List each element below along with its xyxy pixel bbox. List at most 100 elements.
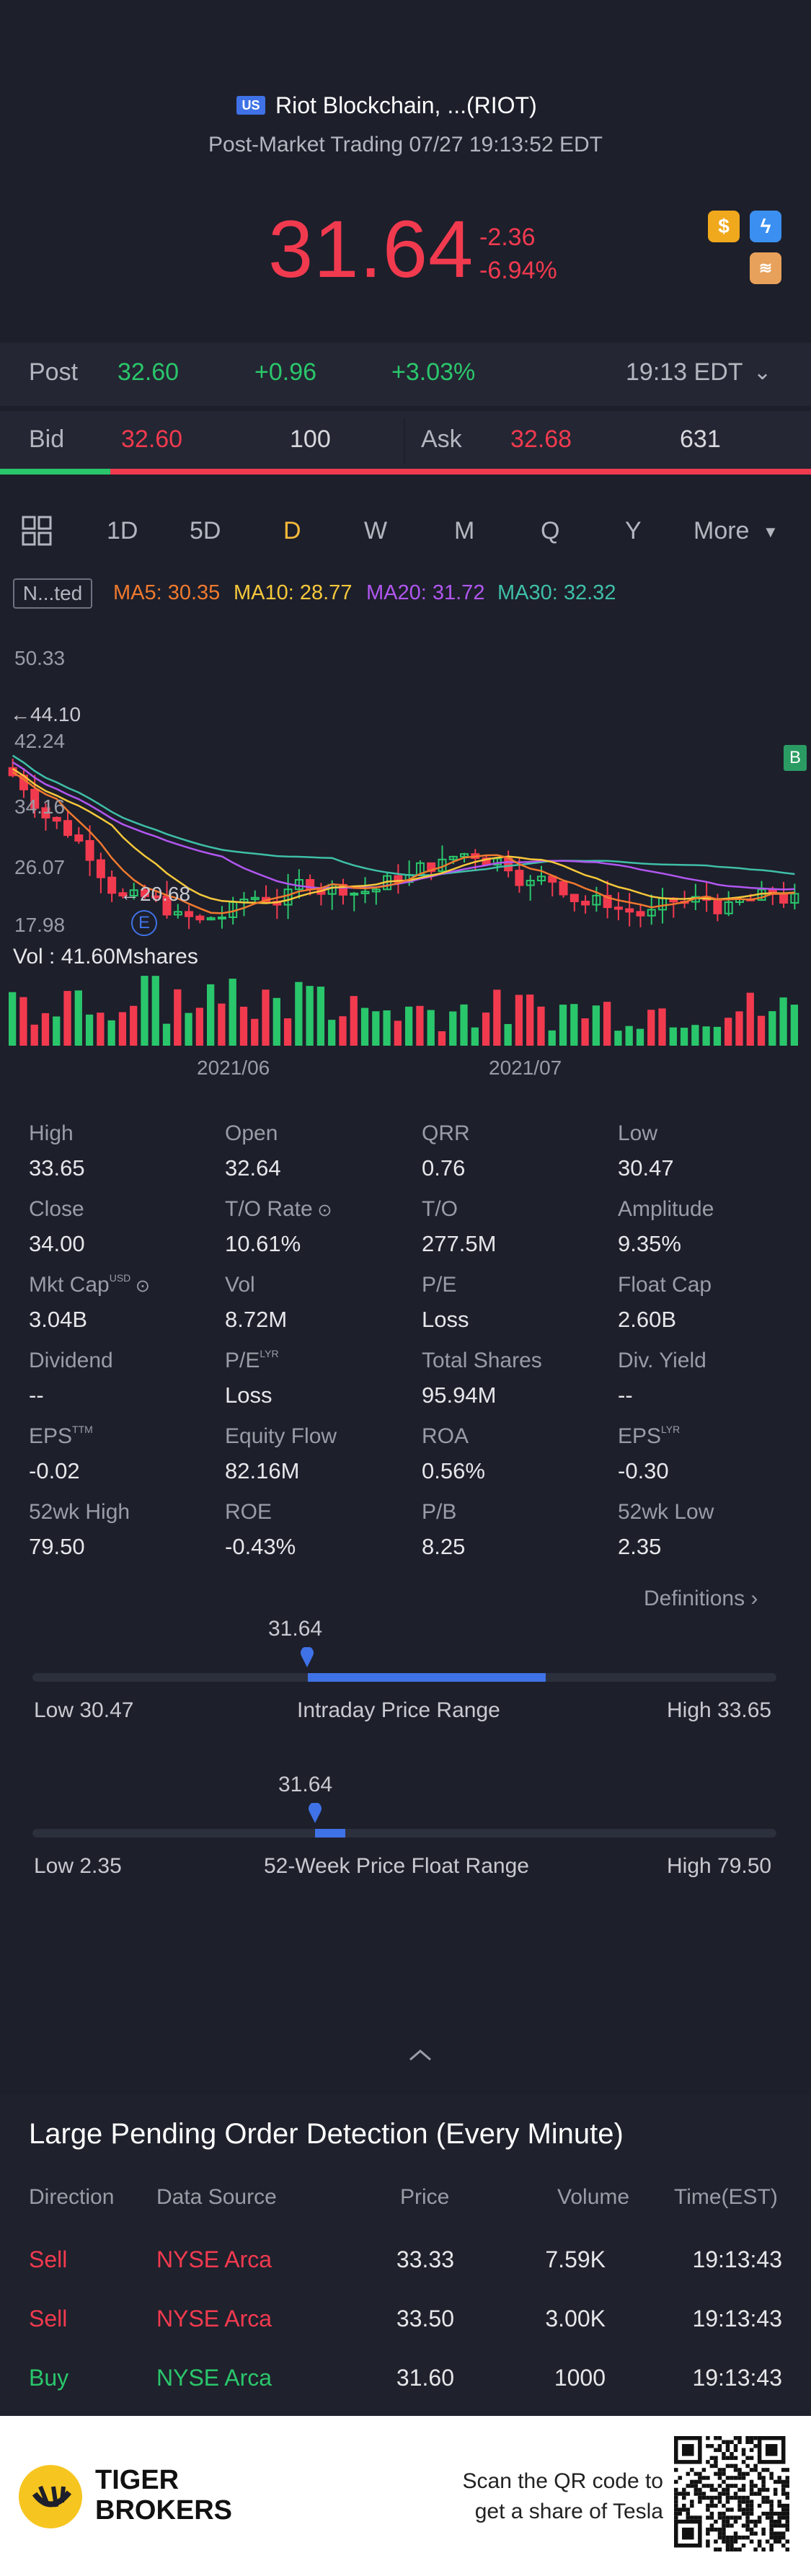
ma5-label: MA5: 30.35 — [113, 581, 221, 604]
candle-body — [724, 901, 733, 914]
adjust-mode-button[interactable]: N...ted — [13, 578, 92, 609]
candle-body — [559, 881, 568, 896]
post-change-pct: +3.03% — [391, 358, 476, 386]
layout-grid-icon[interactable] — [22, 516, 53, 547]
candle-body — [647, 909, 656, 917]
order-volume: 7.59K — [545, 2246, 606, 2272]
tab-5d[interactable]: 5D — [190, 517, 221, 544]
candle-body — [185, 911, 194, 917]
buy-signal-icon[interactable]: B — [784, 745, 807, 771]
stat-value: 95.94M — [422, 1382, 497, 1408]
stat-value: 277.5M — [422, 1231, 497, 1256]
stat-value: 2.60B — [618, 1307, 677, 1332]
week52-range-fill — [315, 1829, 346, 1838]
stat-label: ROE — [225, 1500, 272, 1524]
volume-bar — [669, 1027, 677, 1046]
volume-bar — [493, 989, 501, 1046]
volume-bar — [272, 997, 280, 1046]
stat-value: -- — [618, 1382, 633, 1408]
candle-body — [107, 876, 117, 894]
stat-value: Loss — [422, 1307, 469, 1332]
info-icon[interactable]: ⊙ — [130, 1276, 151, 1296]
stack-icon[interactable]: ≋ — [750, 252, 781, 284]
stat-label: Low — [618, 1121, 658, 1145]
candle-body — [603, 894, 612, 909]
volume-bar — [107, 1020, 115, 1046]
info-icon[interactable]: ⊙ — [312, 1201, 332, 1220]
volume-bar — [713, 1026, 722, 1046]
stat-label: P/B — [422, 1500, 457, 1524]
stat-label: QRR — [422, 1121, 470, 1145]
volume-bar — [647, 1010, 655, 1046]
order-volume: 1000 — [554, 2365, 606, 2391]
collapse-chevron-icon[interactable] — [407, 2048, 433, 2066]
qr-code[interactable] — [674, 2436, 789, 2551]
volume-bar — [526, 994, 534, 1046]
order-time: 19:13:43 — [692, 2306, 782, 2332]
post-price: 32.60 — [118, 358, 180, 386]
tab-1d[interactable]: 1D — [107, 517, 138, 544]
y-tick-4: 26.07 — [14, 856, 66, 878]
quote-header: US Riot Blockchain, ...(RIOT) Post-Marke… — [0, 0, 811, 335]
tab-q[interactable]: Q — [541, 517, 560, 544]
ma30-line — [12, 754, 795, 876]
stat-value: -- — [29, 1382, 44, 1408]
order-source: NYSE Arca — [156, 2365, 272, 2391]
volume-bar — [41, 1013, 50, 1046]
week52-marker-icon — [307, 1801, 323, 1823]
y-tick-3: 34.16 — [14, 795, 66, 818]
tab-more[interactable]: More — [693, 517, 750, 544]
volume-bar — [691, 1025, 699, 1046]
stat-value: Loss — [225, 1382, 272, 1408]
volume-bar — [394, 1020, 402, 1046]
chevron-down-icon[interactable]: ⌄ — [753, 361, 772, 384]
brand-line2: BROKERS — [95, 2495, 233, 2526]
candle-body — [129, 889, 138, 897]
volume-bar — [174, 989, 182, 1046]
price-change-pct: -6.94% — [479, 257, 557, 284]
volume-bar — [74, 990, 82, 1046]
tab-m[interactable]: M — [454, 517, 475, 544]
ask-size: 631 — [680, 425, 721, 453]
last-price: 31.64 — [268, 204, 474, 294]
volume-bar — [30, 1024, 38, 1046]
post-change: +0.96 — [254, 358, 317, 386]
x-tick-june: 2021/06 — [197, 1057, 270, 1079]
volume-bar — [185, 1013, 192, 1046]
post-label: Post — [29, 358, 79, 386]
tab-d[interactable]: D — [283, 517, 301, 544]
volume-bar — [482, 1013, 490, 1046]
volume-bar — [63, 991, 71, 1046]
tab-y[interactable]: Y — [625, 517, 642, 544]
cta-line2: get a share of Tesla — [474, 2500, 663, 2523]
candle-body — [536, 875, 546, 882]
ask-volume-bar — [110, 469, 811, 475]
period-tabs: 1D 5D D W M Q Y More ▼ — [0, 487, 811, 573]
volume-bar — [350, 996, 358, 1046]
volume-bar — [746, 992, 754, 1046]
earnings-event-icon[interactable]: E — [131, 910, 157, 936]
stat-value: 9.35% — [618, 1231, 681, 1256]
order-source: NYSE Arca — [156, 2306, 272, 2332]
volume-bar — [85, 1014, 94, 1046]
trading-status: Post-Market Trading 07/27 19:13:52 EDT — [208, 133, 603, 156]
volume-bar — [53, 1016, 61, 1046]
stat-label: ROA — [422, 1424, 469, 1448]
flash-icon[interactable]: ϟ — [750, 211, 781, 242]
volume-bar — [592, 1005, 600, 1046]
dollar-icon[interactable]: $ — [708, 211, 740, 242]
candlestick-chart[interactable] — [0, 620, 811, 1089]
stat-value: 79.50 — [29, 1534, 85, 1559]
volume-bar — [636, 1028, 644, 1046]
post-market-row[interactable]: Post 32.60 +0.96 +3.03% 19:13 EDT ⌄ — [0, 343, 811, 406]
y-tick-5: 17.98 — [14, 914, 66, 936]
candle-body — [790, 893, 799, 904]
header-time: Time(EST) — [674, 2185, 778, 2209]
definitions-link[interactable]: Definitions › — [644, 1587, 758, 1610]
tab-w[interactable]: W — [364, 517, 388, 544]
volume-bar — [251, 1018, 259, 1046]
volume-bar — [295, 982, 303, 1046]
volume-bar — [141, 976, 149, 1046]
dropdown-triangle-icon[interactable]: ▼ — [763, 523, 779, 541]
stock-title[interactable]: Riot Blockchain, ...(RIOT) — [275, 92, 537, 118]
